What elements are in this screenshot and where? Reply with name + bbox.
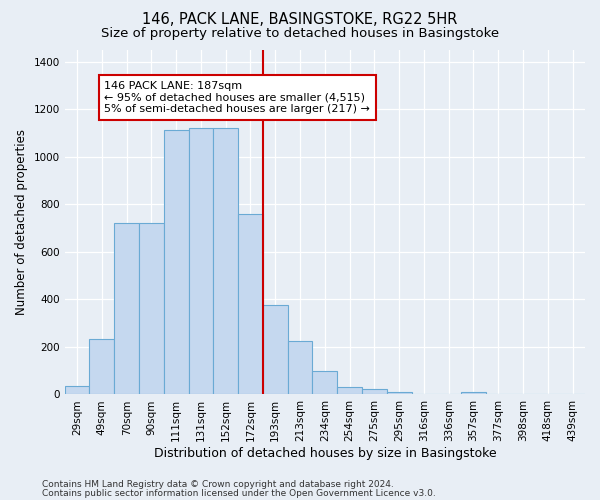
X-axis label: Distribution of detached houses by size in Basingstoke: Distribution of detached houses by size … xyxy=(154,447,496,460)
Bar xyxy=(188,128,214,394)
Text: Size of property relative to detached houses in Basingstoke: Size of property relative to detached ho… xyxy=(101,28,499,40)
Bar xyxy=(65,386,89,394)
Y-axis label: Number of detached properties: Number of detached properties xyxy=(15,129,28,315)
Text: 146, PACK LANE, BASINGSTOKE, RG22 5HR: 146, PACK LANE, BASINGSTOKE, RG22 5HR xyxy=(142,12,458,28)
Bar xyxy=(139,224,164,394)
Bar xyxy=(337,388,362,394)
Bar xyxy=(263,306,287,394)
Bar xyxy=(461,392,486,394)
Text: 146 PACK LANE: 187sqm
← 95% of detached houses are smaller (4,515)
5% of semi-de: 146 PACK LANE: 187sqm ← 95% of detached … xyxy=(104,81,370,114)
Bar xyxy=(313,370,337,394)
Bar xyxy=(362,389,387,394)
Bar xyxy=(114,224,139,394)
Bar xyxy=(89,338,114,394)
Bar xyxy=(214,128,238,394)
Bar xyxy=(287,341,313,394)
Bar xyxy=(238,214,263,394)
Text: Contains public sector information licensed under the Open Government Licence v3: Contains public sector information licen… xyxy=(42,488,436,498)
Bar xyxy=(387,392,412,394)
Bar xyxy=(164,130,188,394)
Text: Contains HM Land Registry data © Crown copyright and database right 2024.: Contains HM Land Registry data © Crown c… xyxy=(42,480,394,489)
